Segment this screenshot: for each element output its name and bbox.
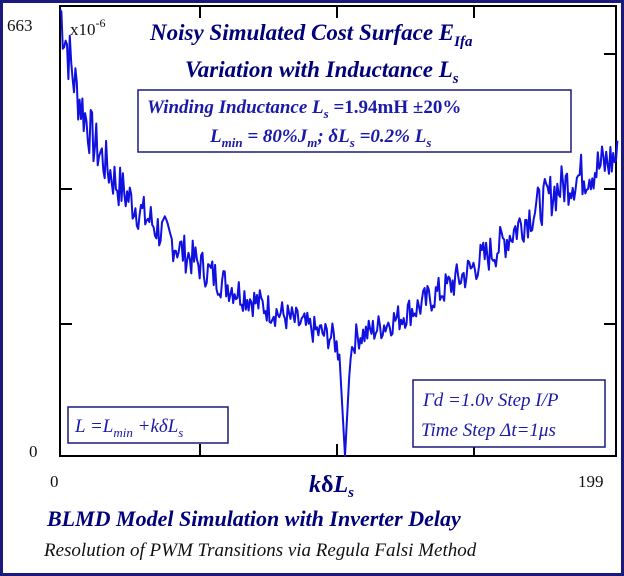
annotation-left-text: L =Lmin +kδLs bbox=[74, 416, 183, 440]
x-axis-label: kδLs bbox=[309, 472, 354, 501]
annotation-right-line2: Time Step Δt=1μs bbox=[421, 420, 556, 441]
annotation-box-right bbox=[412, 379, 606, 448]
x-tick-label-max: 199 bbox=[578, 472, 604, 491]
chart-title-line1: Noisy Simulated Cost Surface EIfa bbox=[149, 20, 473, 50]
series-line-cost bbox=[59, 8, 619, 457]
annotation-box-left bbox=[67, 406, 229, 444]
annotation-right-line1: Γd =1.0v Step I/P bbox=[422, 390, 559, 411]
annotation-box-top bbox=[137, 89, 572, 153]
cost-surface-chart: 663 0 x10-6 0 199 kδLs Noisy Simulated C… bbox=[7, 5, 619, 561]
annotation-top-line2: Lmin = 80%Jm; δLs =0.2% Ls bbox=[209, 126, 431, 150]
footer-subtitle: Resolution of PWM Transitions via Regula… bbox=[43, 540, 477, 561]
annotation-top-line1: Winding Inductance Ls =1.94mH ±20% bbox=[147, 97, 461, 121]
y-tick-label-max: 663 bbox=[7, 16, 33, 35]
footer-title: BLMD Model Simulation with Inverter Dela… bbox=[46, 506, 461, 531]
y-tick-label-min: 0 bbox=[29, 442, 38, 461]
chart-title-line2: Variation with Inductance Ls bbox=[185, 57, 459, 87]
x-tick-label-min: 0 bbox=[50, 472, 59, 491]
multiplier-label: x10-6 bbox=[70, 16, 106, 39]
